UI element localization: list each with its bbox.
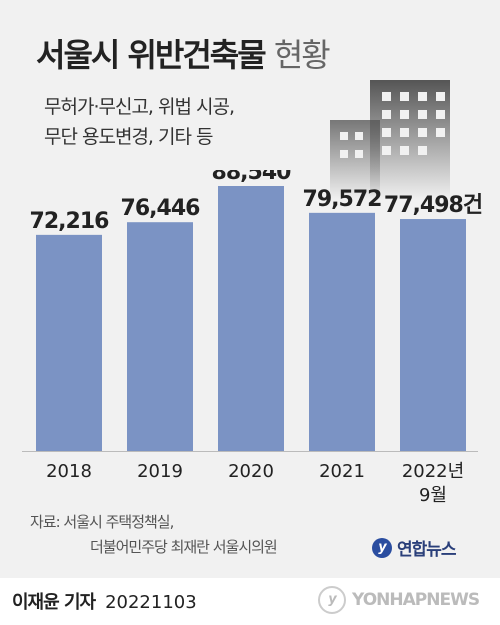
data-label: 76,446 <box>121 196 201 221</box>
infographic-card: 서울시 위반건축물 현황 무허가·무신고, 위법 시공, 무단 용도변경, 기타… <box>0 0 500 578</box>
source-line: 자료: 서울시 주택정책실, <box>30 513 174 531</box>
byline: 이재윤 기자 20221103 <box>12 588 197 614</box>
x-tick-label: 2018 <box>46 461 92 482</box>
building-icon <box>330 80 450 200</box>
source-note: 자료: 서울시 주택정책실, 더불어민주당 최재란 서울시의원 <box>30 510 278 560</box>
bar-chart: 72,216 2018 76,446 2019 88,540 2020 79,572 2021… <box>22 170 483 506</box>
data-label: 88,540 <box>212 170 292 185</box>
yonhap-logo-icon: y <box>372 537 392 558</box>
subtitle-line: 무단 용도변경, 기타 등 <box>44 126 213 148</box>
chart-title: 서울시 위반건축물 현황 <box>36 30 331 76</box>
bar <box>400 219 466 451</box>
logo-label: 연합뉴스 <box>397 540 457 560</box>
data-label: 77,498건 <box>384 193 482 218</box>
chart-subtitle: 무허가·무신고, 위법 시공, 무단 용도변경, 기타 등 <box>44 92 235 152</box>
reporter-name: 이재윤 기자 <box>12 592 96 613</box>
yonhap-logo: y 연합뉴스 <box>372 535 457 560</box>
watermark-label: YONHAPNEWS <box>352 590 480 610</box>
publish-date: 20221103 <box>105 592 197 613</box>
bar <box>127 222 193 451</box>
footer: 이재윤 기자 20221103 y YONHAPNEWS <box>0 578 500 625</box>
bar <box>218 186 284 451</box>
source-line: 더불어민주당 최재란 서울시의원 <box>90 538 278 556</box>
x-tick-label: 2022년 <box>402 461 464 482</box>
data-label: 72,216 <box>30 209 110 234</box>
watermark-logo-icon: y <box>318 586 346 614</box>
x-tick-label: 9월 <box>419 485 447 506</box>
watermark: y YONHAPNEWS <box>318 586 480 614</box>
title-main: 서울시 위반건축물 <box>36 36 267 74</box>
subtitle-line: 무허가·무신고, 위법 시공, <box>44 96 235 118</box>
title-suffix: 현황 <box>273 36 331 74</box>
data-label: 79,572 <box>303 187 382 212</box>
x-tick-label: 2019 <box>137 461 183 482</box>
x-tick-label: 2021 <box>319 461 365 482</box>
x-tick-label: 2020 <box>228 461 274 482</box>
bar <box>36 234 102 451</box>
bar <box>309 212 375 451</box>
